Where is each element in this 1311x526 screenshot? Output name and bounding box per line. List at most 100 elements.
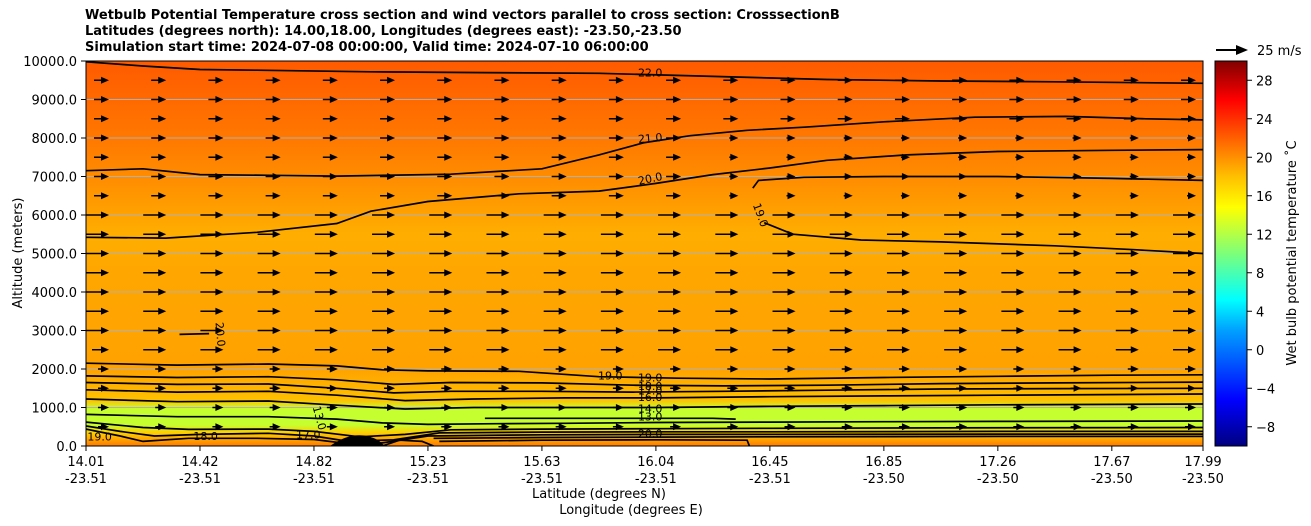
wind-vector-head-icon — [615, 250, 624, 257]
wind-vector-head-icon — [673, 134, 682, 142]
wind-vector-head-icon — [673, 327, 682, 334]
wind-vector-head-icon — [1188, 173, 1196, 180]
wind-vector-head-icon — [844, 346, 853, 354]
wind-vector-head-icon — [215, 250, 224, 257]
y-axis: 0.0 1000.0 2000.0 3000.0 4000.0 5000.0 6000.0 7… — [23, 55, 86, 455]
wind-vector-head-icon — [1073, 365, 1082, 373]
wind-vector-head-icon — [558, 76, 567, 84]
y-tick-label: 10000.0 — [23, 55, 77, 70]
wind-vector-head-icon — [615, 288, 624, 296]
x-tick-label-latitude: 16.04 — [637, 455, 674, 470]
x-tick-label-longitude: -23.50 — [863, 472, 905, 487]
wind-vector-head-icon — [444, 76, 453, 84]
wind-vector-head-icon — [1188, 153, 1196, 161]
wind-vector-head-icon — [272, 365, 281, 373]
wind-vector-head-icon — [272, 153, 281, 161]
wind-vector-head-icon — [844, 307, 853, 315]
wind-vector-head-icon — [615, 404, 624, 411]
colorbar-tick-label: 16 — [1256, 190, 1273, 205]
colorbar-gradient — [1214, 60, 1248, 447]
wind-vector-head-icon — [558, 404, 567, 411]
wind-vector-head-icon — [959, 307, 968, 315]
wind-vector-head-icon — [158, 346, 167, 354]
wind-vector-head-icon — [959, 134, 968, 142]
wind-vector-head-icon — [329, 269, 338, 277]
wind-vector-head-icon — [959, 384, 968, 392]
wind-vector-head-icon — [215, 76, 224, 84]
wind-vector-head-icon — [558, 153, 567, 161]
wind-vector-head-icon — [558, 365, 567, 373]
contour-line — [86, 388, 1203, 402]
wind-vector-head-icon — [901, 365, 910, 373]
wind-vector-head-icon — [901, 173, 910, 180]
wind-vector-head-icon — [387, 96, 396, 103]
contour-label: 21.0 — [637, 131, 663, 146]
wind-vector-head-icon — [558, 423, 567, 431]
chart-title-line-2: Latitudes (degrees north): 14.00,18.00, … — [85, 24, 682, 39]
wind-vector-head-icon — [901, 115, 910, 123]
wind-vector-head-icon — [387, 250, 396, 257]
wind-vector-head-icon — [1016, 250, 1025, 257]
wind-vector-head-icon — [1130, 173, 1139, 180]
wind-vector-head-icon — [787, 96, 796, 103]
wind-vector-head-icon — [1130, 230, 1139, 238]
colorbar-tick-label: 12 — [1256, 228, 1273, 243]
wind-vector-head-icon — [501, 423, 510, 431]
x-tick-label-longitude: -23.51 — [293, 472, 335, 487]
wind-vector-head-icon — [444, 269, 453, 277]
colorbar-tick-label: 24 — [1256, 113, 1273, 128]
wind-vector-head-icon — [844, 288, 853, 296]
wind-vector-head-icon — [959, 115, 968, 123]
wind-vector-head-icon — [787, 307, 796, 315]
wind-vector-head-icon — [730, 327, 739, 334]
wind-vector-head-icon — [673, 288, 682, 296]
x-tick-label-latitude: 17.26 — [979, 455, 1016, 470]
wind-vector-head-icon — [1188, 269, 1196, 277]
wind-vector-head-icon — [673, 153, 682, 161]
wind-vector-head-icon — [615, 153, 624, 161]
x-tick-label-longitude: -23.50 — [1182, 472, 1224, 487]
wind-vector-head-icon — [959, 96, 968, 103]
colorbar-tick-label: 0 — [1256, 344, 1264, 359]
wind-vector-head-icon — [1016, 96, 1025, 103]
contour-label: 20.0 — [637, 170, 664, 188]
wind-vector-head-icon — [787, 134, 796, 142]
wind-vector-head-icon — [558, 250, 567, 257]
wind-vector-head-icon — [444, 404, 453, 411]
wind-vector-head-icon — [673, 269, 682, 277]
wind-vector-head-icon — [329, 192, 338, 200]
wind-vector-head-icon — [444, 365, 453, 373]
wind-vector-head-icon — [215, 365, 224, 373]
contour-line — [382, 439, 434, 446]
wind-vector-head-icon — [272, 134, 281, 142]
wind-vector-head-icon — [158, 230, 167, 238]
contour-label: 13.0 — [638, 411, 663, 424]
wind-vector-head-icon — [1130, 384, 1139, 392]
wind-vector-head-icon — [501, 76, 510, 84]
wind-vector-head-icon — [844, 327, 853, 334]
contour-label: 18.0 — [638, 380, 663, 393]
wind-vector-head-icon — [959, 327, 968, 334]
wind-vector-head-icon — [730, 404, 739, 411]
wind-vector-head-icon — [387, 115, 396, 123]
wind-vector-head-icon — [215, 115, 224, 123]
wind-vector-head-icon — [1073, 346, 1082, 354]
wind-vector-head-icon — [101, 76, 109, 84]
wind-vector-head-icon — [158, 250, 167, 257]
wind-vector-head-icon — [1188, 307, 1196, 315]
wind-vector-head-icon — [959, 288, 968, 296]
wind-vector-head-icon — [387, 153, 396, 161]
contour-label: 13.0 — [310, 405, 329, 432]
wind-vector-head-icon — [1130, 365, 1139, 373]
wind-vector-head-icon — [158, 365, 167, 373]
wind-vector-head-icon — [901, 230, 910, 238]
wind-vector-head-icon — [901, 404, 910, 411]
wind-vector-head-icon — [558, 288, 567, 296]
y-tick-label: 2000.0 — [32, 363, 78, 378]
wind-vector-head-icon — [272, 192, 281, 200]
wind-vector-head-icon — [615, 115, 624, 123]
wind-vector-head-icon — [444, 173, 453, 180]
wind-vector-head-icon — [215, 269, 224, 277]
wind-vector-head-icon — [730, 365, 739, 373]
wind-vector-head-icon — [901, 307, 910, 315]
